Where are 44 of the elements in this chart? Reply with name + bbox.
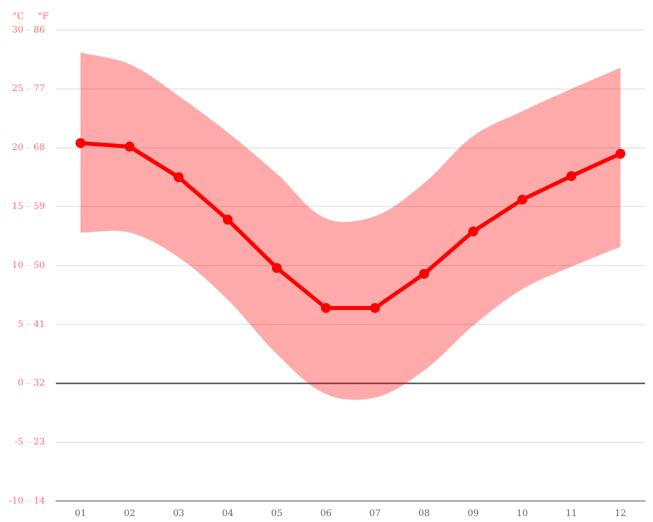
y2-axis-title: °F — [38, 12, 49, 22]
y-tick-label: 10 — [12, 260, 24, 271]
y2-tick-label: 50 — [33, 260, 46, 271]
y2-tick-label: 68 — [33, 143, 46, 154]
x-tick-label: 10 — [516, 508, 528, 519]
x-tick-label: 07 — [369, 508, 382, 519]
y-tick-label: 20 — [12, 143, 24, 154]
point — [320, 303, 331, 314]
y2-tick-label: 86 — [33, 25, 46, 36]
point — [370, 303, 380, 314]
y-tick-label: 0 — [18, 378, 24, 389]
x-tick-label: 02 — [124, 508, 136, 519]
point — [174, 172, 184, 182]
point — [517, 194, 528, 205]
point — [272, 262, 282, 273]
y2-tick-label: 59 — [33, 202, 46, 212]
point — [75, 138, 86, 148]
y2-tick-label: 77 — [33, 84, 46, 94]
x-tick-label: 08 — [418, 508, 430, 519]
x-tick-label: 05 — [271, 508, 283, 519]
x-tick-label: 12 — [614, 508, 626, 519]
y-tick-label: 25 — [12, 84, 24, 94]
x-tick-label: 06 — [320, 508, 332, 519]
y-tick-label: -5 — [14, 438, 24, 448]
x-tick-label: 11 — [566, 508, 578, 519]
y-tick-label: -10 — [8, 496, 24, 507]
point — [468, 226, 478, 236]
y2-tick-label: 32 — [33, 378, 45, 389]
y2-tick-label: 41 — [33, 320, 45, 330]
x-tick-label: 03 — [172, 508, 185, 519]
point — [419, 268, 430, 279]
point — [222, 214, 233, 225]
y-tick-label: 30 — [12, 25, 24, 36]
point — [615, 148, 626, 159]
y-tick-label: 5 — [18, 320, 24, 330]
x-tick-label: 01 — [74, 508, 86, 519]
point — [124, 142, 135, 152]
y-axis-title: °C — [12, 12, 24, 22]
y2-tick-label: 14 — [33, 496, 46, 507]
x-tick-label: 04 — [222, 508, 234, 519]
point — [566, 171, 576, 182]
y2-tick-label: 23 — [33, 438, 46, 448]
y-tick-label: 15 — [12, 202, 24, 212]
x-tick-label: 09 — [467, 508, 480, 519]
